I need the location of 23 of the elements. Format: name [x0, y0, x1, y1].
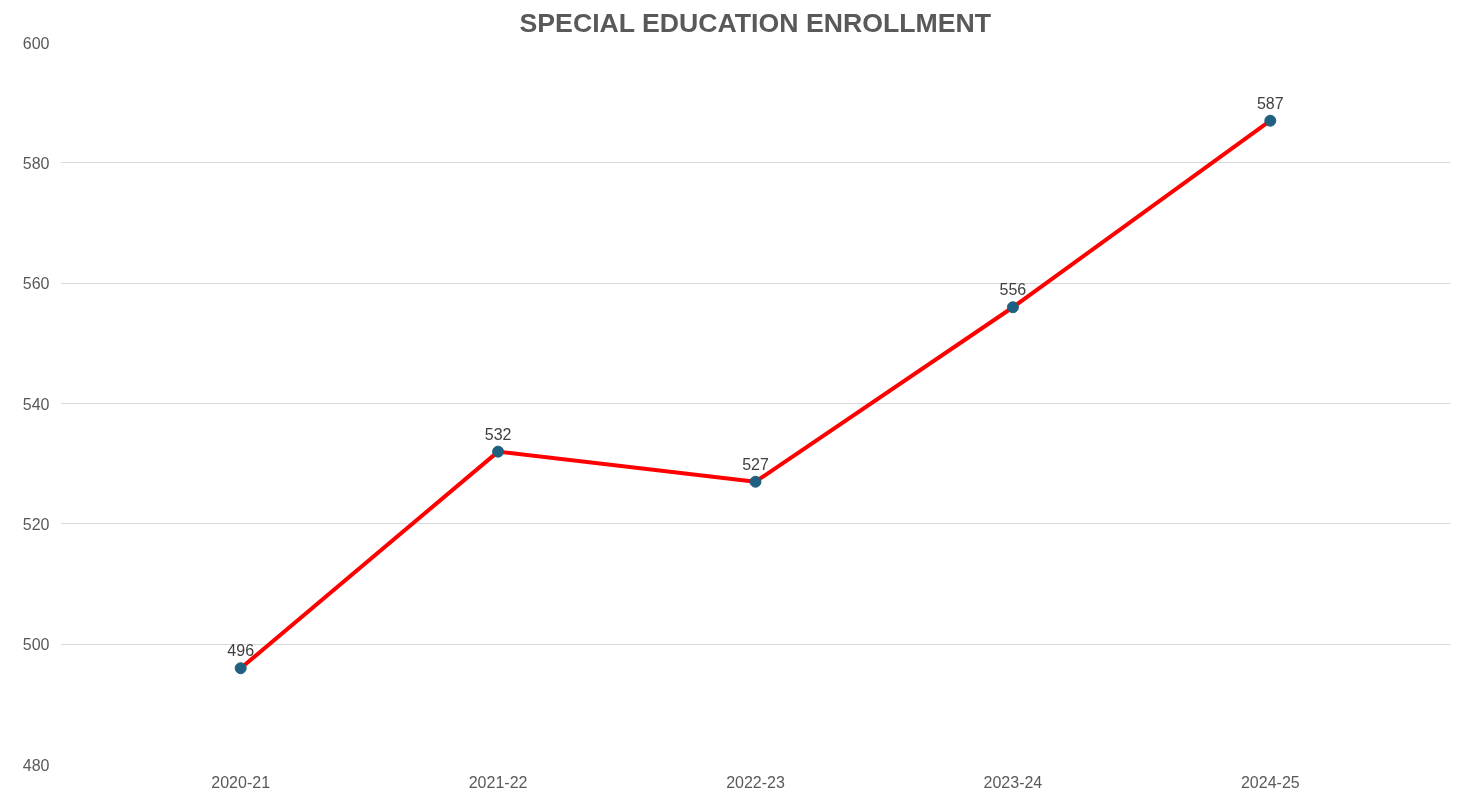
point — [1006, 301, 1019, 314]
y-tick-label: 580 — [22, 154, 50, 172]
chart-title: SPECIAL EDUCATION ENROLLMENT — [519, 7, 991, 38]
point — [492, 445, 505, 458]
data-label: 527 — [742, 455, 769, 473]
y-tick-label: 600 — [22, 34, 50, 52]
point — [234, 662, 247, 675]
y-tick-label: 520 — [22, 515, 50, 533]
data-label: 532 — [484, 425, 512, 443]
point — [1264, 114, 1277, 127]
x-tick-label: 2023-24 — [983, 773, 1043, 791]
y-tick-label: 500 — [22, 636, 50, 654]
x-tick-label: 2020-21 — [211, 773, 271, 791]
x-tick-label: 2024-25 — [1240, 773, 1300, 791]
y-tick-label: 480 — [22, 756, 50, 774]
data-label: 587 — [1256, 94, 1284, 112]
point — [749, 475, 762, 488]
x-tick-label: 2021-22 — [468, 773, 528, 791]
x-tick-label: 2022-23 — [726, 773, 785, 791]
y-tick-label: 560 — [22, 275, 50, 293]
data-label: 556 — [999, 281, 1027, 299]
y-tick-label: 540 — [22, 395, 50, 413]
data-label: 496 — [227, 642, 255, 660]
